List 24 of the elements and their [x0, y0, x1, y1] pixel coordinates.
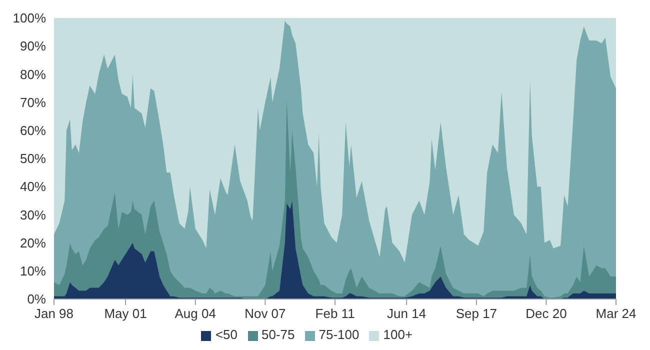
- legend-label: 75-100: [318, 327, 360, 342]
- x-tick-label: Dec 20: [526, 306, 567, 322]
- y-tick-label: 40%: [20, 179, 46, 194]
- y-tick-label: 100%: [12, 10, 46, 26]
- legend-label: <50: [215, 327, 238, 342]
- y-tick-label: 30%: [20, 207, 46, 222]
- legend-label: 100+: [383, 327, 413, 342]
- legend-label: 50-75: [262, 327, 295, 342]
- x-tick-label: Aug 04: [174, 306, 216, 322]
- y-tick-label: 20%: [20, 235, 46, 250]
- y-tick-label: 10%: [20, 264, 46, 279]
- x-tick-label: Nov 07: [244, 306, 286, 322]
- x-tick-label: Jan 98: [34, 306, 74, 322]
- x-tick-label: Sep 17: [456, 306, 498, 322]
- x-tick-label: Mar 24: [596, 306, 636, 322]
- y-tick-label: 90%: [20, 38, 46, 54]
- y-tick-label: 80%: [20, 66, 46, 82]
- y-tick-label: 0%: [27, 292, 46, 307]
- x-tick-label: Jun 14: [387, 306, 426, 322]
- y-tick-label: 60%: [20, 123, 46, 138]
- y-tick-label: 70%: [20, 94, 46, 110]
- x-tick-label: Feb 11: [315, 306, 355, 322]
- y-tick-label: 50%: [20, 151, 46, 166]
- x-tick-label: May 01: [104, 306, 147, 322]
